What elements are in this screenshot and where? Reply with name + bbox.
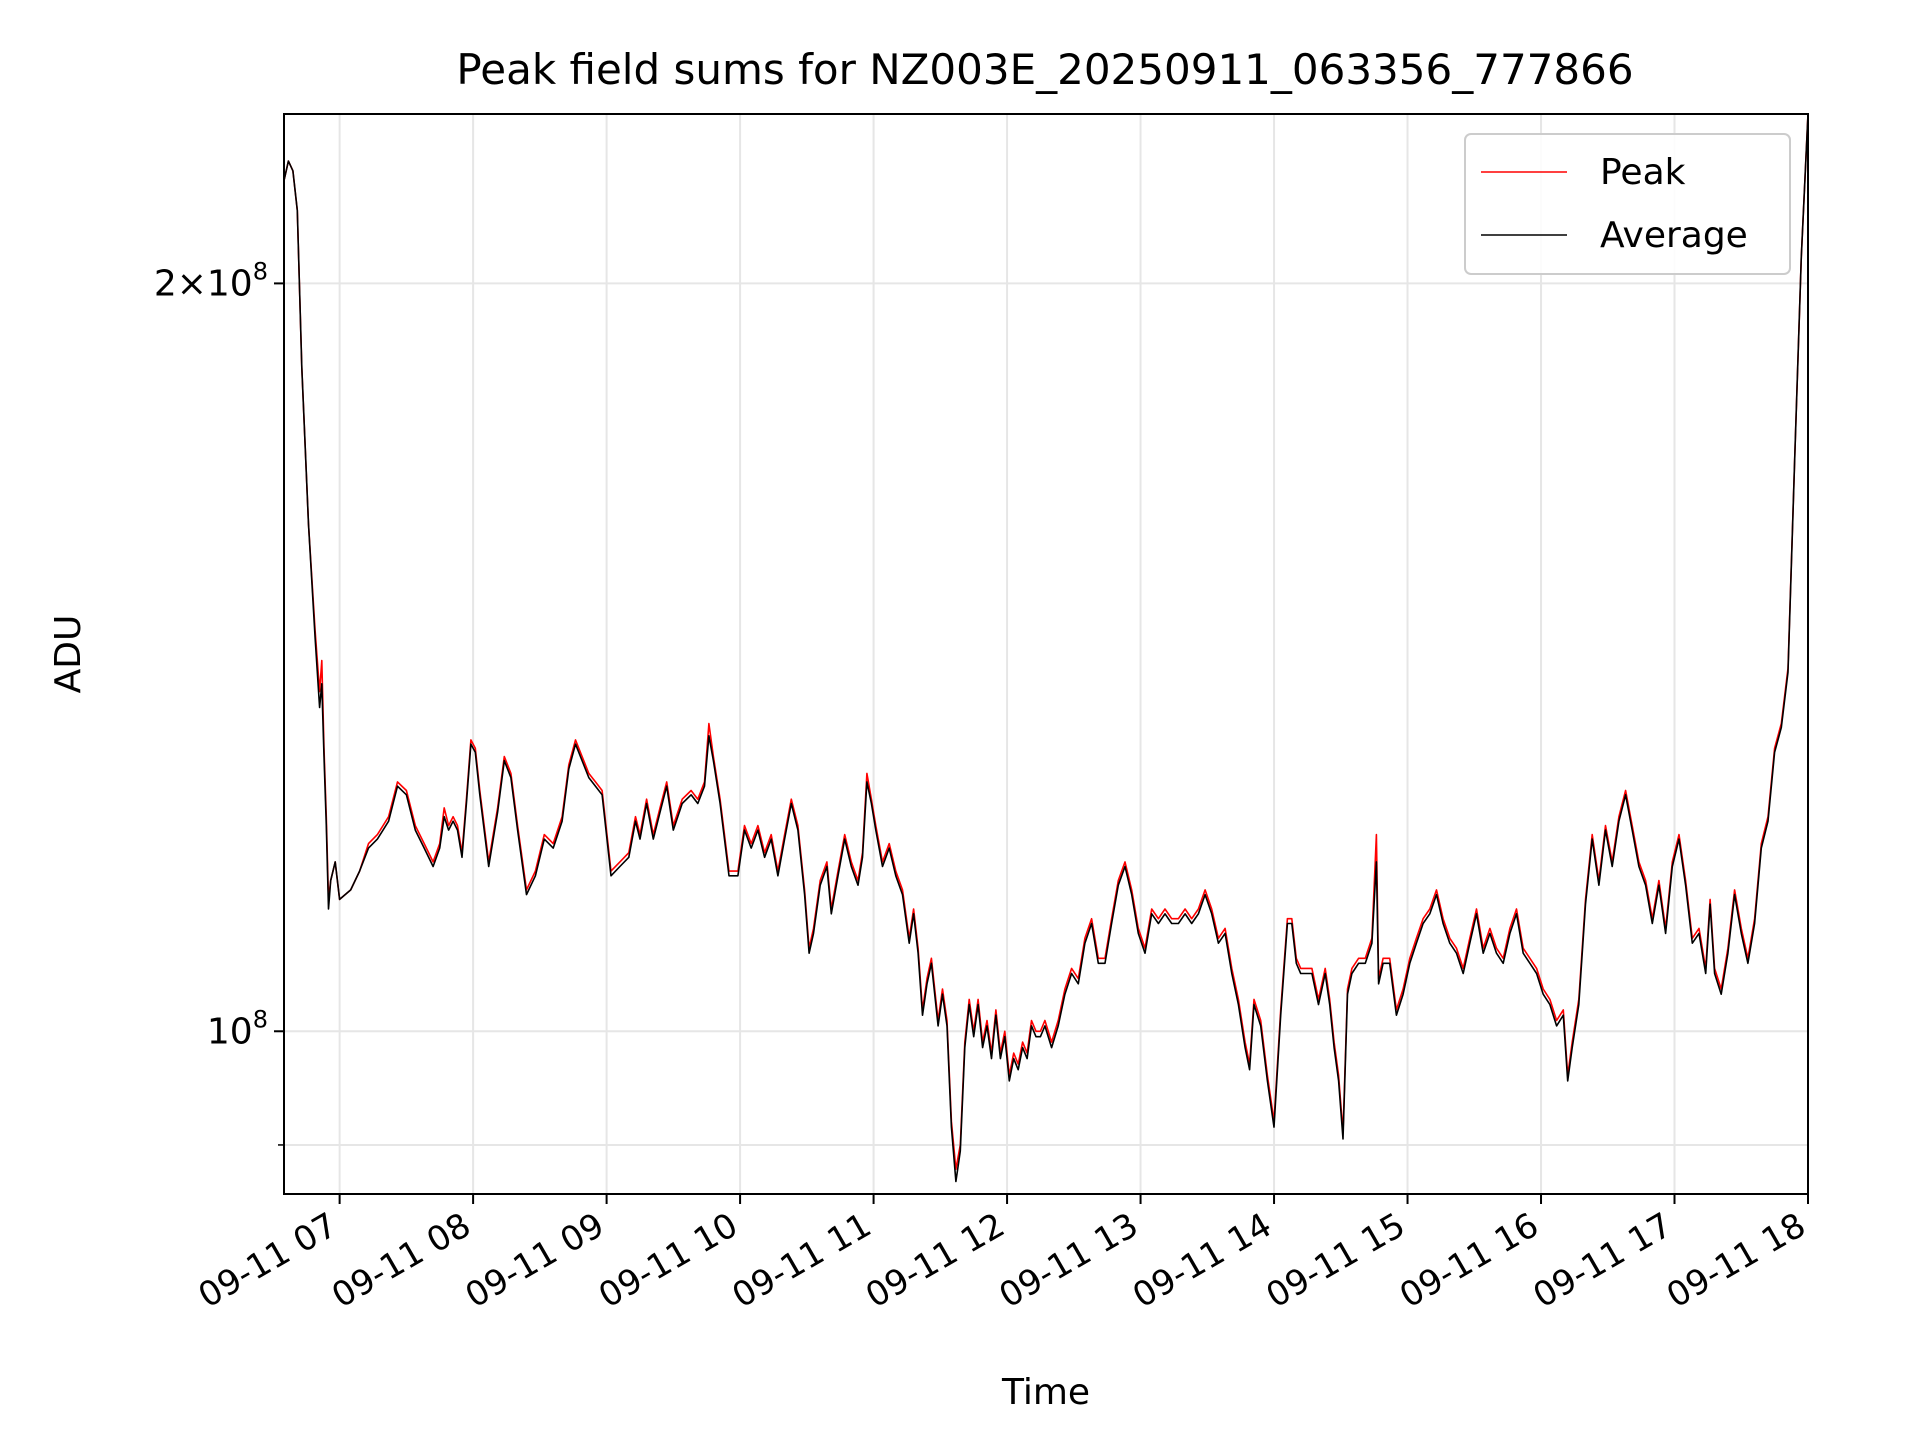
x-tick-label: 09-11 15	[1260, 1205, 1412, 1316]
y-tick-times: ×	[177, 263, 207, 304]
y-tick-label: 2×108	[154, 257, 268, 304]
x-tick-label: 09-11 09	[459, 1205, 611, 1316]
y-tick-exponent: 8	[253, 257, 268, 285]
plot-frame	[283, 113, 1809, 1195]
x-tick-label: 09-11 16	[1393, 1205, 1545, 1316]
y-tick-exponent: 8	[253, 1005, 268, 1033]
series-layer	[283, 113, 1809, 1183]
y-tick-label: 108	[207, 1005, 268, 1052]
legend-label-average: Average	[1600, 215, 1748, 256]
x-tick-label: 09-11 10	[592, 1205, 744, 1316]
x-tick-label: 09-11 07	[192, 1205, 344, 1316]
y-tick-base: 10	[207, 1011, 253, 1052]
legend-box	[1464, 133, 1791, 275]
y-axis-label: ADU	[48, 615, 89, 694]
series-line-average	[283, 113, 1809, 1183]
legend-label-peak: Peak	[1600, 152, 1686, 193]
series-line-peak	[283, 113, 1809, 1170]
x-tick-label: 09-11 14	[1126, 1205, 1278, 1316]
legend: Peak Average	[1464, 133, 1791, 275]
x-tick-label: 09-11 08	[325, 1205, 477, 1316]
y-tick-base: 10	[207, 263, 253, 304]
x-tick-label: 09-11 11	[726, 1205, 878, 1316]
x-tick-label: 09-11 18	[1660, 1205, 1812, 1316]
x-tick-label: 09-11 17	[1527, 1205, 1679, 1316]
chart-title: Peak field sums for NZ003E_20250911_0633…	[456, 45, 1633, 94]
x-tick-label: 09-11 12	[859, 1205, 1011, 1316]
y-tick-coef: 2	[154, 263, 177, 304]
x-axis-label: Time	[1001, 1372, 1090, 1413]
x-tick-label: 09-11 13	[993, 1205, 1145, 1316]
